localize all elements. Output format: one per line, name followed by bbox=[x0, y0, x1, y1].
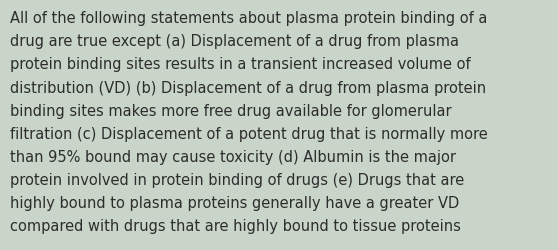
Text: drug are true except (a) Displacement of a drug from plasma: drug are true except (a) Displacement of… bbox=[10, 34, 459, 49]
Text: than 95% bound may cause toxicity (d) Albumin is the major: than 95% bound may cause toxicity (d) Al… bbox=[10, 149, 456, 164]
Text: binding sites makes more free drug available for glomerular: binding sites makes more free drug avail… bbox=[10, 103, 451, 118]
Text: filtration (c) Displacement of a potent drug that is normally more: filtration (c) Displacement of a potent … bbox=[10, 126, 488, 141]
Text: compared with drugs that are highly bound to tissue proteins: compared with drugs that are highly boun… bbox=[10, 218, 461, 233]
Text: All of the following statements about plasma protein binding of a: All of the following statements about pl… bbox=[10, 11, 488, 26]
Text: protein involved in protein binding of drugs (e) Drugs that are: protein involved in protein binding of d… bbox=[10, 172, 464, 187]
Text: distribution (VD) (b) Displacement of a drug from plasma protein: distribution (VD) (b) Displacement of a … bbox=[10, 80, 486, 95]
Text: protein binding sites results in a transient increased volume of: protein binding sites results in a trans… bbox=[10, 57, 470, 72]
Text: highly bound to plasma proteins generally have a greater VD: highly bound to plasma proteins generall… bbox=[10, 195, 459, 210]
